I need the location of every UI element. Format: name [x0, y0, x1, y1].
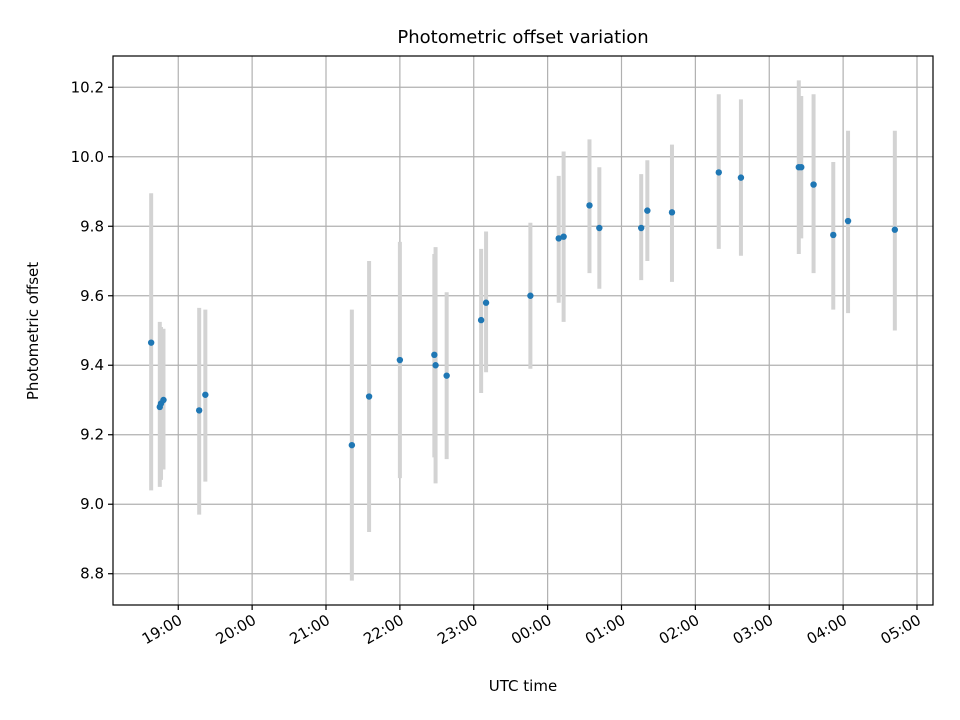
y-tick-label: 10.2: [71, 78, 104, 96]
y-axis-title: Photometric offset: [24, 262, 42, 400]
data-point: [396, 356, 404, 364]
data-point: [715, 169, 722, 176]
data-point: [891, 226, 899, 233]
data-point: [637, 224, 645, 232]
data-point: [432, 362, 439, 369]
data-point: [830, 231, 837, 239]
data-point: [477, 316, 485, 324]
plot-frame: [112, 55, 934, 606]
point-layer: [147, 163, 899, 449]
grid-layer: [113, 56, 933, 605]
data-point: [202, 391, 209, 398]
data-point: [195, 407, 203, 414]
data-point: [596, 224, 603, 232]
data-point: [668, 209, 676, 216]
data-point: [555, 235, 562, 242]
data-point: [810, 181, 817, 188]
data-point: [431, 351, 438, 359]
chart-title: Photometric offset variation: [397, 27, 648, 48]
data-point: [527, 292, 534, 299]
data-point: [365, 393, 373, 400]
y-tick-label: 9.2: [80, 426, 104, 444]
data-point: [798, 163, 805, 171]
data-point: [844, 217, 852, 225]
data-point: [443, 372, 450, 379]
y-tick-label: 9.6: [80, 287, 104, 305]
data-point: [160, 396, 167, 404]
data-point: [644, 207, 651, 214]
data-point: [737, 174, 745, 181]
y-tick-label: 9.4: [80, 356, 104, 374]
y-tick-label: 10.0: [71, 148, 104, 166]
data-point: [482, 299, 490, 306]
data-point: [348, 441, 356, 449]
y-tick-label: 9.0: [80, 495, 104, 513]
x-axis-title: UTC time: [489, 677, 557, 695]
data-point: [560, 233, 567, 240]
data-point: [586, 202, 593, 209]
y-tick-label: 9.8: [80, 217, 104, 235]
y-tick-label: 8.8: [80, 565, 104, 583]
data-point: [147, 339, 155, 346]
